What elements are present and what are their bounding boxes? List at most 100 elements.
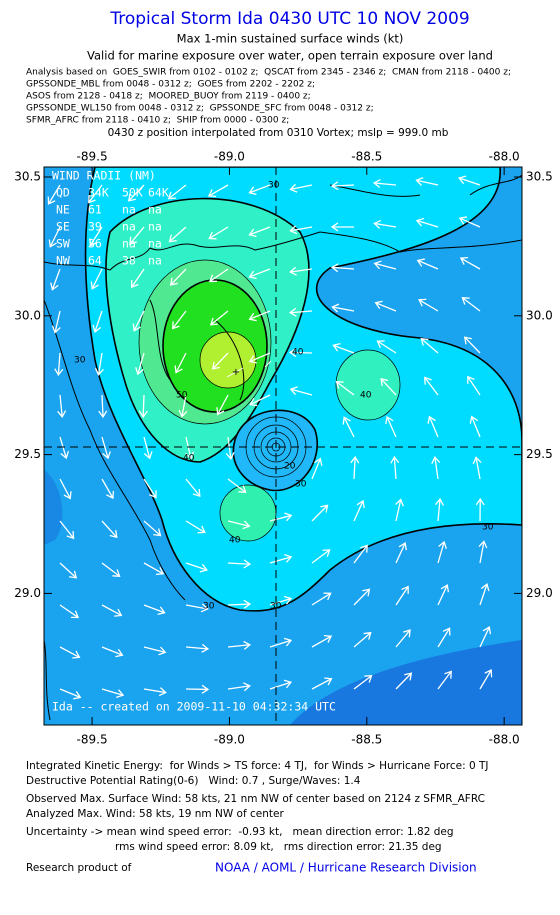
radii-header: 64K bbox=[148, 186, 169, 200]
subtitle: Max 1-min sustained surface winds (kt) bbox=[177, 32, 404, 46]
credit: Ida -- created on 2009-11-10 04:32:34 UT… bbox=[52, 700, 336, 714]
wind-arrow bbox=[289, 225, 313, 235]
contour-label: 30 bbox=[74, 356, 86, 366]
wind-arrow bbox=[171, 310, 187, 330]
analysis-line: GPSSONDE_MBL from 0048 - 0312 z; GOES fr… bbox=[26, 80, 315, 90]
x-tick-label: -89.0 bbox=[214, 733, 245, 747]
wind-arrow bbox=[269, 512, 293, 522]
contour-label: 40 bbox=[292, 348, 304, 358]
wind-arrow bbox=[330, 181, 355, 191]
wind-arrow bbox=[185, 520, 206, 534]
max-wind-marker: + bbox=[232, 367, 240, 378]
wind-arrow bbox=[143, 646, 167, 656]
wind-arrow bbox=[54, 352, 64, 377]
wind-arrow bbox=[353, 588, 371, 606]
wind-arrow bbox=[437, 540, 447, 564]
y-tick-label: 30.0 bbox=[526, 308, 553, 322]
wind-arrow bbox=[332, 343, 355, 354]
wind-arrow bbox=[185, 436, 195, 460]
summary-line: rms wind speed error: 8.09 kt, rms direc… bbox=[115, 841, 442, 853]
wind-arrow bbox=[248, 352, 271, 364]
wind-arrow bbox=[427, 415, 439, 438]
wind-arrow bbox=[101, 646, 124, 658]
x-tick-label: -89.5 bbox=[77, 733, 108, 747]
wind-arrow bbox=[311, 592, 332, 606]
contour-label: 40 bbox=[360, 391, 372, 401]
wind-arrow bbox=[207, 184, 229, 198]
wind-arrow bbox=[227, 520, 251, 530]
radii-cell: na bbox=[122, 237, 136, 251]
y-tick-label: 29.5 bbox=[526, 447, 553, 461]
radii-cell: na bbox=[148, 203, 162, 217]
coastline bbox=[44, 299, 186, 601]
wind-arrow bbox=[143, 436, 153, 460]
wind-arrow bbox=[469, 415, 481, 438]
wind-arrow bbox=[395, 629, 411, 648]
low-wind-region bbox=[290, 640, 522, 725]
wind-arrow bbox=[353, 544, 368, 564]
wind-arrow bbox=[437, 670, 452, 690]
analysis-line: SFMR_AFRC from 2118 - 0410 z; SHIP from … bbox=[26, 116, 289, 126]
wind-arrow bbox=[130, 268, 145, 289]
y-tick-label: 30.0 bbox=[14, 308, 41, 322]
wind-arrow bbox=[335, 381, 355, 396]
wind-arrow bbox=[376, 340, 397, 354]
wind-arrow bbox=[415, 177, 439, 186]
contour-label: 30 bbox=[295, 480, 307, 490]
wind-arrow bbox=[478, 540, 488, 564]
wind-arrow bbox=[248, 310, 271, 322]
radii-cell: NW bbox=[56, 254, 70, 268]
position-note: 0430 z position interpolated from 0310 V… bbox=[108, 127, 449, 139]
radii-cell: 61 bbox=[88, 203, 102, 217]
wind-arrow bbox=[380, 377, 397, 396]
wind-arrow bbox=[143, 604, 166, 616]
wind-arrow bbox=[227, 640, 252, 650]
contour-label: 40 bbox=[183, 454, 195, 464]
wind-arrow bbox=[416, 258, 439, 270]
wind-arrow bbox=[479, 669, 493, 690]
wind-arrow bbox=[216, 394, 229, 416]
wind-arrow bbox=[415, 217, 439, 228]
wind-arrow bbox=[185, 562, 208, 573]
radii-cell: na bbox=[122, 203, 136, 217]
contour-region bbox=[219, 484, 277, 542]
wind-arrow bbox=[472, 456, 482, 480]
wind-arrow bbox=[47, 184, 61, 205]
wind-arrow bbox=[269, 679, 293, 690]
radii-cell: na bbox=[148, 237, 162, 251]
wind-arrow bbox=[373, 260, 397, 270]
wind-arrow bbox=[248, 268, 271, 280]
contour-region bbox=[199, 331, 257, 389]
summary-line: Destructive Potential Rating(0-6) Wind: … bbox=[26, 775, 361, 787]
wind-arrow bbox=[479, 626, 492, 648]
radii-header: QD bbox=[56, 186, 70, 200]
wind-arrow bbox=[135, 352, 145, 376]
radii-cell: 36 bbox=[88, 237, 102, 251]
radii-cell: SW bbox=[56, 237, 70, 251]
radii-cell: na bbox=[122, 220, 136, 234]
wind-arrow bbox=[178, 394, 188, 418]
wind-arrow bbox=[311, 457, 323, 480]
contour-label: 30 bbox=[270, 602, 282, 612]
wind-arrow bbox=[127, 184, 145, 202]
contour-region bbox=[232, 409, 318, 492]
wind-arrow bbox=[227, 478, 247, 493]
wind-arrow bbox=[59, 646, 81, 659]
wind-arrow bbox=[208, 226, 229, 240]
analysis-line: GPSSONDE_WL150 from 0048 - 0312 z; GPSSO… bbox=[26, 104, 374, 114]
wind-arrow bbox=[467, 375, 481, 396]
wind-arrow bbox=[132, 310, 145, 332]
wind-arrow bbox=[138, 394, 148, 419]
validity: Valid for marine exposure over water, op… bbox=[87, 49, 493, 63]
wind-arrow bbox=[395, 585, 409, 606]
wind-arrow bbox=[90, 268, 103, 290]
wind-arrow bbox=[249, 394, 271, 407]
wind-arrow bbox=[461, 297, 481, 312]
wind-arrow bbox=[395, 498, 404, 522]
x-tick-label: -88.0 bbox=[489, 733, 520, 747]
credit-org: NOAA / AOML / Hurricane Research Divisio… bbox=[215, 861, 477, 875]
wind-arrow bbox=[331, 303, 355, 313]
wind-arrow bbox=[50, 268, 61, 291]
wind-arrow bbox=[168, 226, 187, 243]
wind-arrow bbox=[248, 184, 271, 196]
